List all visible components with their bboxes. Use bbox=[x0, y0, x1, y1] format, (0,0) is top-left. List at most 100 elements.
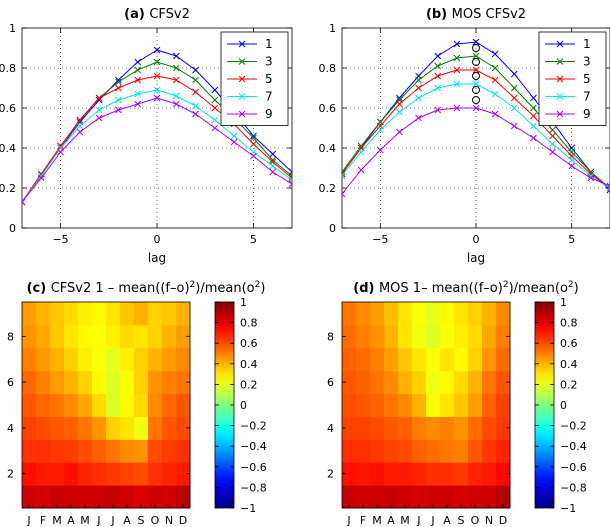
x-tick-label: J bbox=[26, 514, 30, 527]
series-point-9 bbox=[342, 190, 346, 198]
colorbar-tick-label: 1 bbox=[240, 296, 247, 309]
series-point-3 bbox=[211, 96, 219, 104]
heatmap-cell bbox=[440, 302, 455, 326]
legend-label-9: 9 bbox=[265, 107, 273, 121]
chart-title-superscript: 2 bbox=[568, 280, 574, 290]
heatmap-cell bbox=[398, 393, 413, 417]
colorbar-tick-label: −0.6 bbox=[560, 461, 587, 474]
colorbar-tick-label: 0 bbox=[560, 399, 567, 412]
heatmap-cell bbox=[468, 416, 483, 440]
heatmap-cell bbox=[496, 302, 511, 326]
heatmap-cell bbox=[106, 302, 121, 326]
series-point-1 bbox=[510, 70, 518, 78]
x-tick-label: A bbox=[67, 514, 75, 527]
series-point-7 bbox=[568, 156, 576, 164]
heatmap-cell bbox=[384, 416, 399, 440]
heatmap-cell bbox=[370, 439, 385, 463]
chart-title: (a) CFSv2 bbox=[124, 7, 190, 22]
series-point-1 bbox=[530, 94, 537, 102]
chart-title-text: MOS CFSv2 bbox=[452, 7, 526, 22]
series-point-5 bbox=[57, 142, 64, 150]
series-point-7 bbox=[434, 84, 442, 92]
x-tick-label: S bbox=[138, 514, 145, 527]
optimal-lag-marker bbox=[472, 58, 480, 66]
heatmap-cell bbox=[440, 347, 455, 372]
series-point-7 bbox=[376, 126, 384, 134]
chart-title: (c) CFSv2 1 – mean((f–o)2)/mean(o2) bbox=[27, 280, 266, 296]
heatmap-cell bbox=[162, 347, 177, 372]
series-point-9 bbox=[606, 182, 610, 190]
heatmap-cell bbox=[356, 485, 371, 509]
heatmap-cell bbox=[22, 416, 37, 440]
heatmap-cell bbox=[426, 393, 441, 417]
series-point-3 bbox=[453, 54, 461, 62]
heatmap-cell bbox=[64, 370, 79, 395]
chart-title: (b) MOS CFSv2 bbox=[426, 7, 526, 22]
x-tick-label: O bbox=[151, 514, 160, 527]
chart-title-text-mid: )/mean(o bbox=[509, 281, 568, 296]
heatmap-cell bbox=[64, 462, 79, 486]
heatmap-cell bbox=[468, 302, 483, 326]
heatmap-cell bbox=[398, 485, 413, 509]
heatmap-cell bbox=[162, 485, 177, 509]
series-point-3 bbox=[530, 104, 537, 112]
x-tick-label: M bbox=[80, 514, 90, 527]
series-point-9 bbox=[22, 198, 26, 206]
series-point-1 bbox=[134, 58, 142, 66]
optimal-lag-marker bbox=[472, 96, 480, 104]
heatmap-cell bbox=[412, 393, 427, 417]
chart-title: (d) MOS 1– mean((f–o)2)/mean(o2) bbox=[353, 280, 578, 296]
heatmap-cell bbox=[454, 485, 469, 509]
heatmap-cell bbox=[148, 302, 163, 326]
heatmap-cell bbox=[370, 416, 385, 440]
heatmap-cell bbox=[440, 462, 455, 486]
x-tick-label: D bbox=[179, 514, 187, 527]
series-point-5 bbox=[76, 116, 84, 124]
colorbar-tick-label: 0.2 bbox=[560, 378, 578, 391]
series-point-9 bbox=[568, 162, 576, 170]
heatmap-cell bbox=[162, 370, 177, 395]
heatmap-cell bbox=[134, 439, 149, 463]
heatmap-cell bbox=[468, 347, 483, 372]
heatmap-cell bbox=[398, 302, 413, 326]
x-tick-label: J bbox=[110, 514, 114, 527]
heatmap-cell bbox=[176, 416, 191, 440]
series-point-7 bbox=[396, 108, 403, 116]
panel-b-line-chart: (b) MOS CFSv2 −5 0 5 0 0.2 0.4 0.6 0.8 1 lag 1 3 5 7 9 bbox=[319, 7, 610, 265]
heatmap-cell bbox=[426, 485, 441, 509]
series-point-1 bbox=[491, 50, 499, 58]
heatmap-cell bbox=[176, 370, 191, 395]
panel-c-heatmap: (c) CFSv2 1 – mean((f–o)2)/mean(o2)J F M A M… bbox=[7, 280, 267, 527]
colorbar-tick-label: −0.6 bbox=[240, 461, 267, 474]
x-tick-label: M bbox=[400, 514, 410, 527]
panel-a-line-chart: (a) CFSv2 −5 0 5 0 0.2 0.4 0.6 0.8 1 lag 1 3 5 7 9 bbox=[0, 7, 293, 265]
chart-title-superscript: 2 bbox=[503, 280, 509, 290]
series-point-9 bbox=[434, 106, 442, 114]
heatmap-cell bbox=[106, 462, 121, 486]
series-point-9 bbox=[211, 124, 219, 132]
series-point-5 bbox=[153, 72, 161, 80]
heatmap-cell bbox=[92, 462, 107, 486]
heatmap-cell bbox=[482, 416, 497, 440]
series-point-5 bbox=[510, 94, 518, 102]
series-point-9 bbox=[357, 166, 365, 174]
heatmap-cell bbox=[440, 439, 455, 463]
heatmap-cell bbox=[162, 439, 177, 463]
legend-label-3: 3 bbox=[265, 55, 273, 69]
y-tick-label: 0.8 bbox=[319, 62, 337, 75]
series-point-9 bbox=[396, 128, 403, 136]
x-tick-label: J bbox=[416, 514, 420, 527]
colorbar-tick-label: 0 bbox=[240, 399, 247, 412]
heatmap-cell bbox=[36, 416, 51, 440]
x-axis-label: lag bbox=[148, 251, 166, 265]
heatmap-cell bbox=[92, 347, 107, 372]
heatmap-cell bbox=[454, 393, 469, 417]
colorbar-tick-label: 0.8 bbox=[240, 317, 258, 330]
heatmap-cell bbox=[176, 393, 191, 417]
heatmap-cell bbox=[356, 439, 371, 463]
heatmap-cell bbox=[496, 416, 511, 440]
series-point-7 bbox=[491, 90, 499, 98]
series-point-7 bbox=[230, 132, 238, 140]
heatmap-cell bbox=[106, 324, 121, 349]
heatmap-cell bbox=[22, 393, 37, 417]
